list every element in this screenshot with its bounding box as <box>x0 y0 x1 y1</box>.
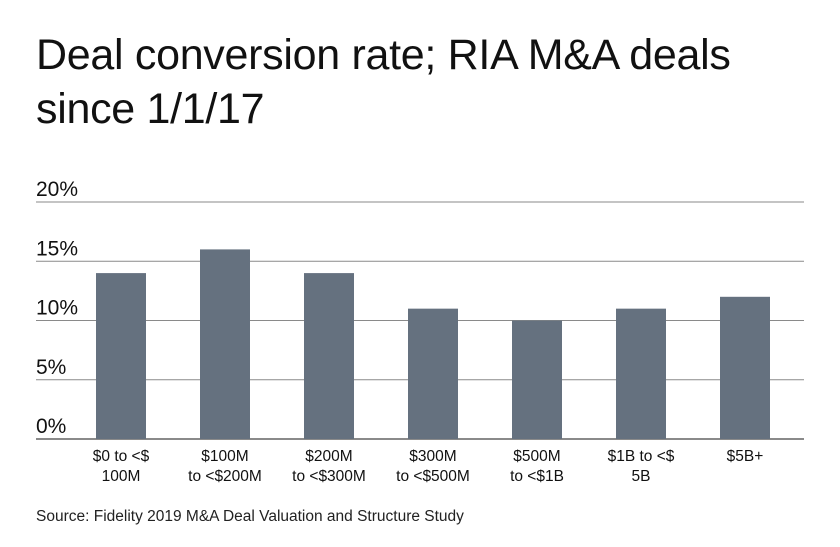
x-axis-ticks: $0 to <$ 100M $100M to <$200M $200M to <$300M… <box>93 448 764 485</box>
y-axis-ticks: 0% 5% 10% 15% 20% <box>36 178 78 438</box>
x-tick-label: $5B+ <box>727 448 764 465</box>
x-tick-label: $1B to <$ 5B <box>608 448 675 485</box>
chart-title: Deal conversion rate; RIA M&A deals sinc… <box>36 31 731 133</box>
source-note: Source: Fidelity 2019 M&A Deal Valuation… <box>36 508 464 525</box>
bar <box>512 320 562 439</box>
bar <box>616 308 666 439</box>
bar <box>200 249 250 439</box>
x-tick-label: $500M to <$1B <box>510 448 564 485</box>
y-tick-label: 0% <box>36 415 66 438</box>
y-tick-label: 5% <box>36 356 66 379</box>
bar <box>720 296 770 439</box>
bars <box>96 249 770 439</box>
y-tick-label: 15% <box>36 237 78 260</box>
x-tick-label: $0 to <$ 100M <box>93 448 150 485</box>
y-tick-label: 20% <box>36 178 78 201</box>
y-tick-label: 10% <box>36 297 78 320</box>
x-tick-label: $100M to <$200M <box>188 448 262 485</box>
x-tick-label: $200M to <$300M <box>292 448 366 485</box>
bar <box>304 273 354 439</box>
bar <box>96 273 146 439</box>
bar <box>408 308 458 439</box>
x-tick-label: $300M to <$500M <box>396 448 470 485</box>
